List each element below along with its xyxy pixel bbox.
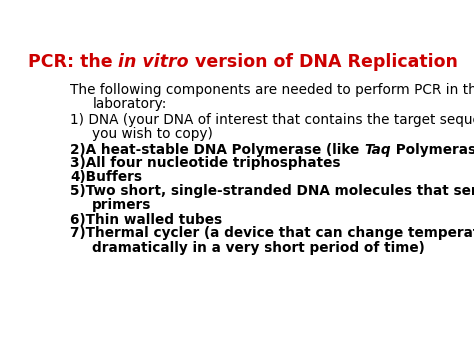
Text: 3)All four nucleotide triphosphates: 3)All four nucleotide triphosphates [70, 157, 341, 170]
Text: Taq: Taq [365, 143, 391, 157]
Text: 2)A heat-stable DNA Polymerase (like: 2)A heat-stable DNA Polymerase (like [70, 143, 365, 157]
Text: 6)Thin walled tubes: 6)Thin walled tubes [70, 213, 222, 227]
Text: PCR: the: PCR: the [28, 53, 118, 71]
Text: version of DNA Replication: version of DNA Replication [189, 53, 458, 71]
Text: 4)Buffers: 4)Buffers [70, 170, 142, 184]
Text: laboratory:: laboratory: [92, 97, 167, 111]
Text: in vitro: in vitro [118, 53, 189, 71]
Text: 5)Two short, single-stranded DNA molecules that serve as: 5)Two short, single-stranded DNA molecul… [70, 184, 474, 198]
Text: The following components are needed to perform PCR in the: The following components are needed to p… [70, 83, 474, 97]
Text: 7)Thermal cycler (a device that can change temperatures: 7)Thermal cycler (a device that can chan… [70, 226, 474, 240]
Text: primers: primers [92, 198, 152, 212]
Text: 1) DNA (your DNA of interest that contains the target sequence: 1) DNA (your DNA of interest that contai… [70, 113, 474, 127]
Text: Polymerase): Polymerase) [391, 143, 474, 157]
Text: you wish to copy): you wish to copy) [92, 127, 213, 141]
Text: dramatically in a very short period of time): dramatically in a very short period of t… [92, 241, 425, 255]
